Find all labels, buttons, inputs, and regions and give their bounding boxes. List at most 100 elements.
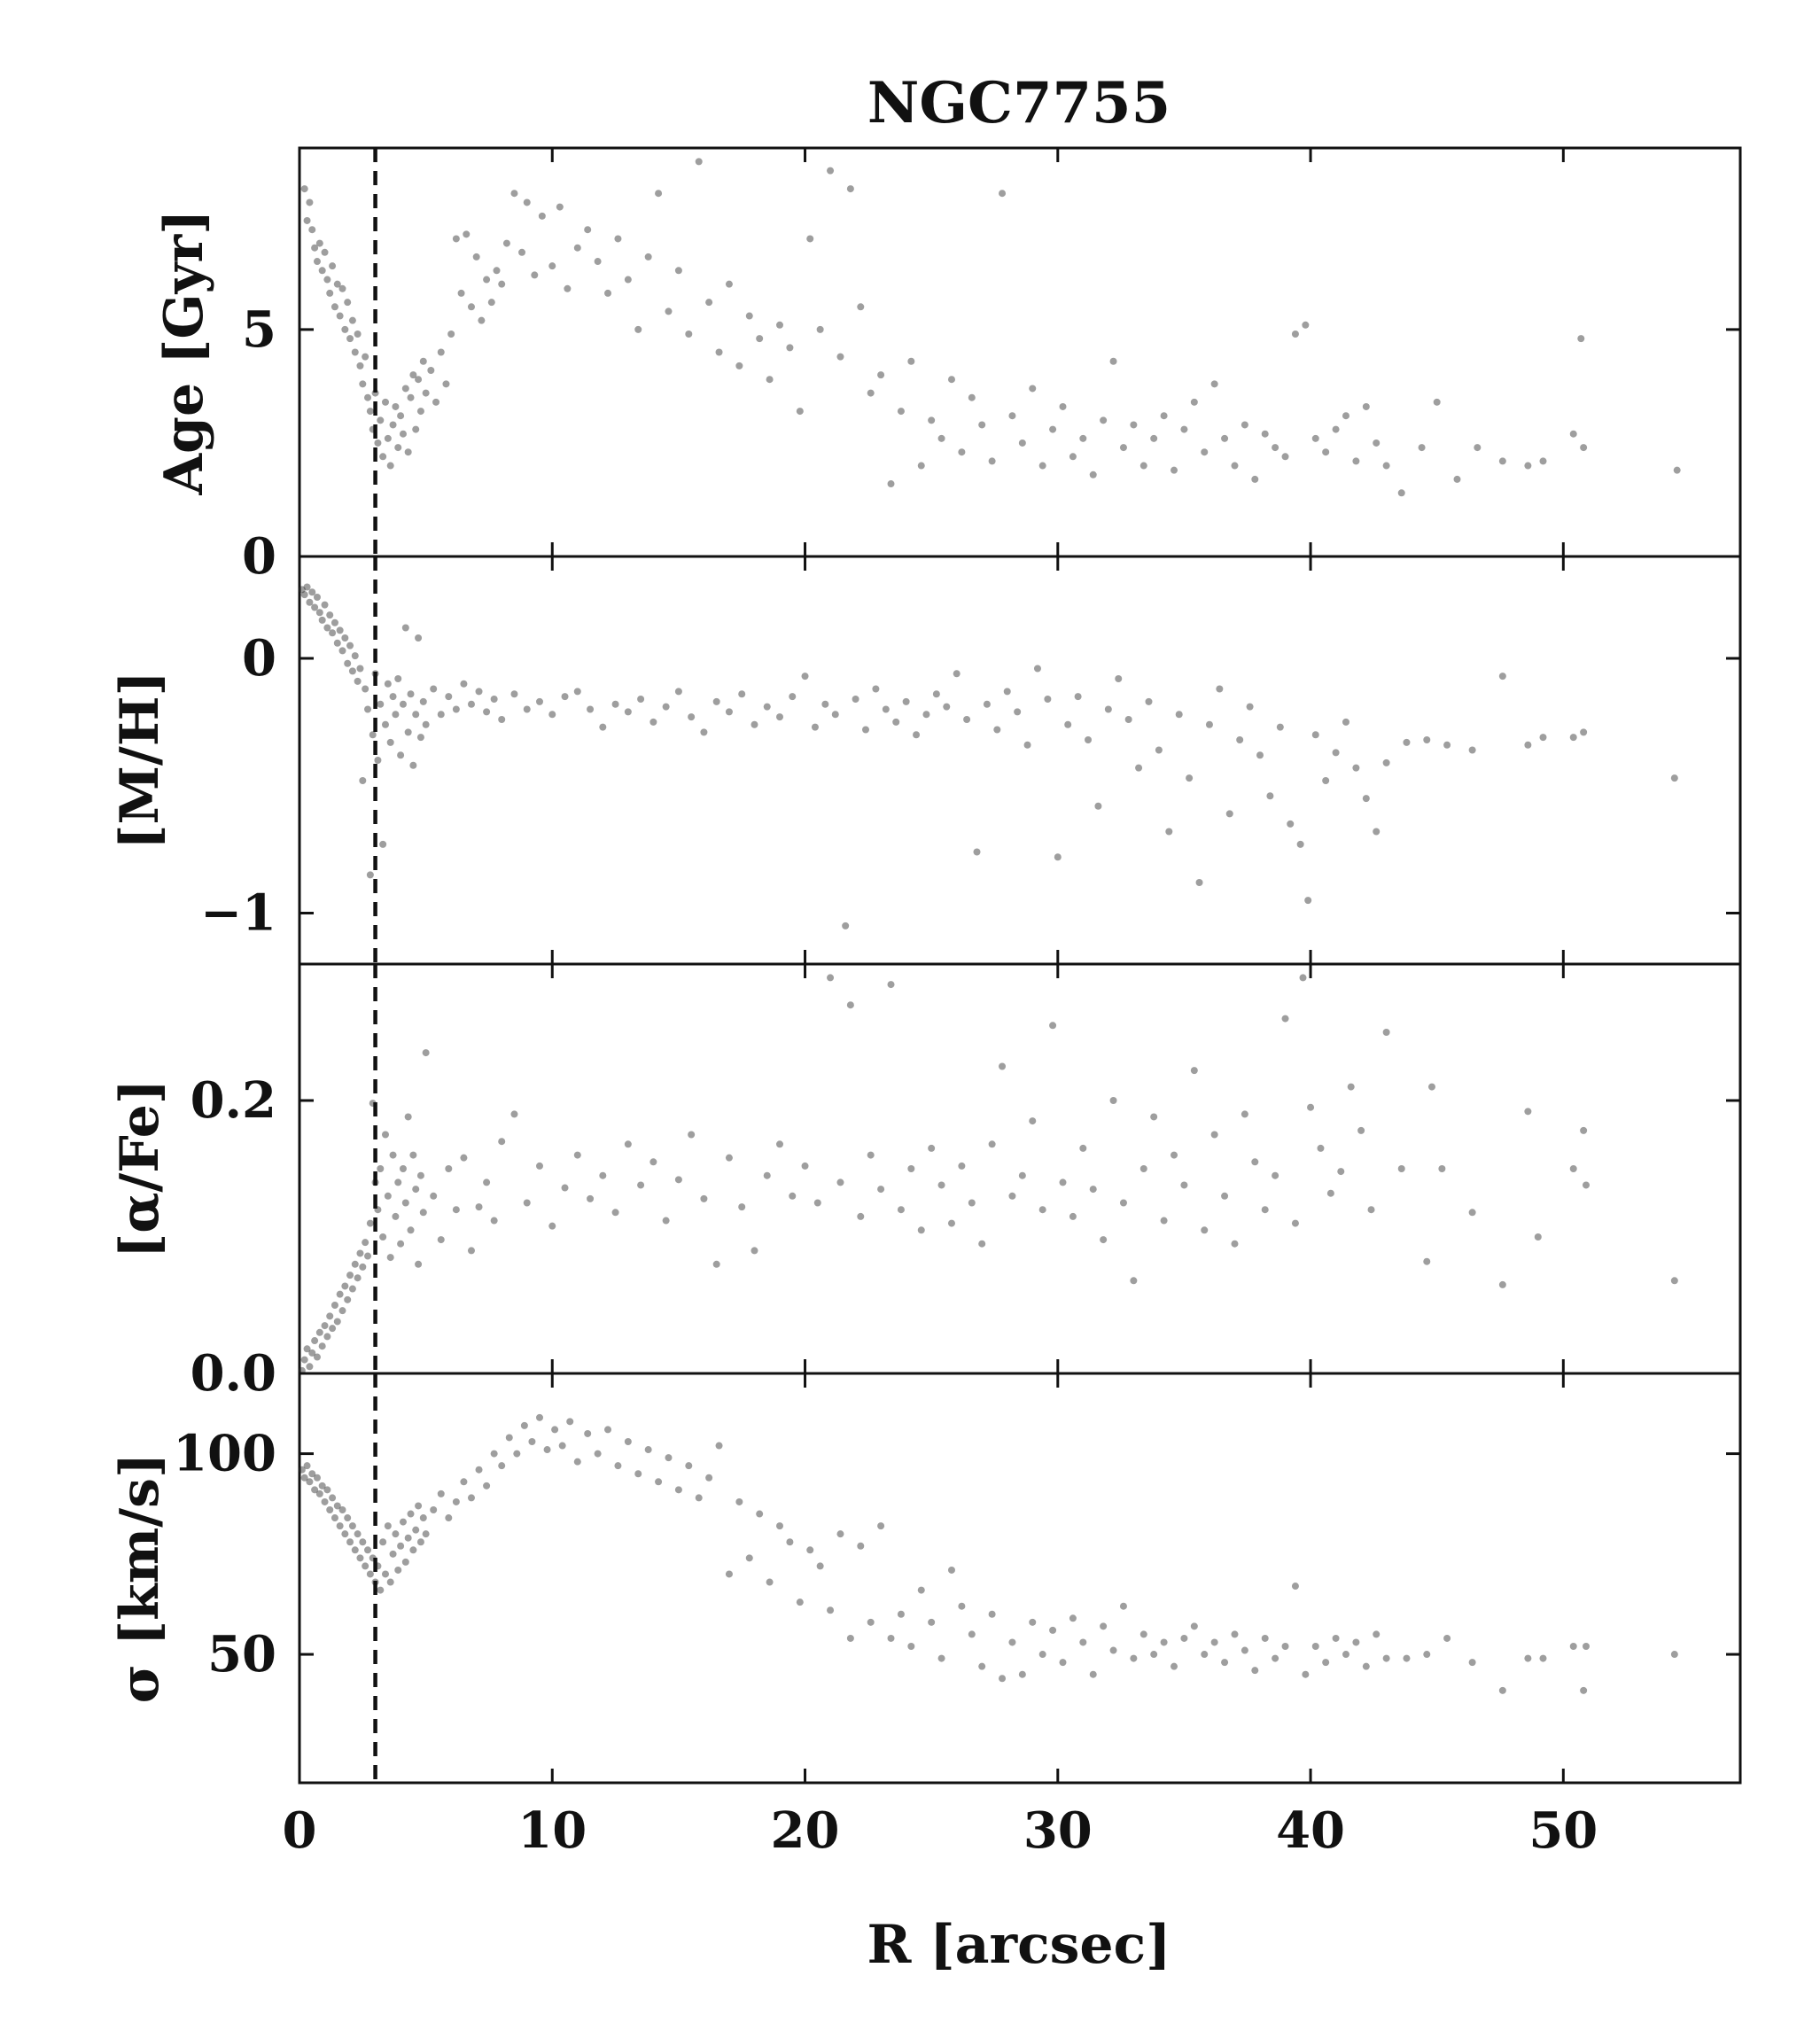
- data-point: [467, 303, 475, 311]
- data-point: [381, 1131, 389, 1139]
- data-point: [1423, 736, 1431, 743]
- data-point: [1201, 1651, 1209, 1659]
- data-point: [786, 1538, 794, 1546]
- data-point: [1018, 1171, 1026, 1179]
- data-point: [725, 280, 733, 288]
- data-point: [988, 457, 996, 465]
- data-point: [763, 1171, 771, 1179]
- data-point: [1201, 448, 1209, 456]
- data-point: [705, 1474, 713, 1482]
- data-point: [344, 1295, 352, 1303]
- data-point: [362, 685, 369, 693]
- data-point: [827, 974, 835, 982]
- data-point: [1195, 879, 1203, 886]
- data-point: [422, 720, 430, 728]
- data-point: [599, 1171, 607, 1179]
- data-point: [751, 720, 758, 728]
- data-point: [907, 1165, 915, 1172]
- data-point: [988, 1140, 996, 1148]
- data-point: [649, 1158, 657, 1166]
- data-point: [416, 1538, 424, 1546]
- data-point: [1059, 1659, 1067, 1667]
- data-point: [712, 697, 720, 705]
- data-point: [1251, 1667, 1259, 1675]
- data-point: [1100, 1236, 1108, 1244]
- data-point: [419, 697, 427, 705]
- data-point: [1433, 398, 1441, 406]
- data-point: [548, 262, 556, 270]
- data-point: [415, 376, 423, 384]
- data-point: [634, 1470, 642, 1478]
- data-point: [1059, 1178, 1067, 1186]
- data-point: [604, 289, 612, 297]
- data-point: [1171, 1151, 1178, 1159]
- data-point: [338, 1506, 346, 1513]
- data-point: [416, 408, 424, 416]
- x-tick-label: 20: [771, 1801, 840, 1860]
- data-point: [1397, 489, 1405, 497]
- data-point: [510, 190, 518, 198]
- data-point: [1216, 685, 1224, 693]
- panel-frame: [298, 962, 1742, 1375]
- data-point: [379, 840, 387, 848]
- data-point: [1160, 412, 1168, 420]
- data-point: [308, 226, 316, 234]
- data-point: [867, 389, 875, 397]
- data-point: [813, 1199, 821, 1207]
- data-point: [1221, 434, 1229, 442]
- data-point: [637, 1181, 645, 1189]
- data-point: [303, 216, 311, 224]
- data-point: [392, 1212, 400, 1220]
- data-point: [366, 1570, 374, 1578]
- data-point: [407, 393, 415, 401]
- data-point: [430, 1192, 438, 1200]
- data-point: [1186, 774, 1194, 782]
- data-point: [354, 677, 362, 685]
- data-point: [1524, 1654, 1532, 1662]
- data-point: [341, 325, 349, 333]
- data-point: [1231, 1630, 1239, 1638]
- data-point: [1175, 711, 1183, 719]
- data-point: [1337, 1168, 1345, 1176]
- data-point: [1332, 425, 1340, 433]
- data-point: [1008, 1638, 1016, 1646]
- data-point: [315, 1489, 323, 1497]
- data-point: [1582, 1181, 1590, 1189]
- data-point: [1119, 444, 1127, 452]
- data-point: [445, 693, 453, 701]
- data-point: [1221, 1659, 1229, 1667]
- data-point: [498, 1138, 506, 1146]
- data-point: [548, 711, 556, 719]
- data-point: [887, 480, 895, 488]
- panel-frame: [298, 555, 1742, 966]
- data-point: [300, 1356, 308, 1364]
- data-point: [331, 618, 338, 626]
- data-point: [1008, 412, 1016, 420]
- data-point: [344, 299, 352, 307]
- data-point: [1069, 1614, 1077, 1622]
- data-point: [1569, 430, 1577, 438]
- data-point: [857, 1542, 865, 1550]
- data-point: [422, 1049, 430, 1057]
- x-tick-label: 50: [1528, 1801, 1598, 1860]
- data-point: [1150, 1651, 1158, 1659]
- data-point: [1347, 1083, 1355, 1091]
- data-point: [745, 1554, 753, 1562]
- data-point: [836, 353, 844, 361]
- data-point: [1231, 462, 1239, 470]
- data-point: [298, 1466, 306, 1474]
- data-point: [725, 708, 733, 716]
- data-point: [351, 348, 359, 356]
- data-point: [963, 716, 971, 723]
- data-point: [1150, 1113, 1158, 1121]
- data-point: [624, 276, 632, 284]
- data-point: [1210, 1131, 1218, 1139]
- data-point: [359, 1263, 367, 1271]
- data-point: [1100, 1622, 1108, 1630]
- data-point: [821, 700, 829, 708]
- data-point: [1100, 416, 1108, 424]
- data-point: [1498, 1280, 1506, 1288]
- data-point: [397, 1240, 405, 1248]
- data-point: [362, 353, 369, 361]
